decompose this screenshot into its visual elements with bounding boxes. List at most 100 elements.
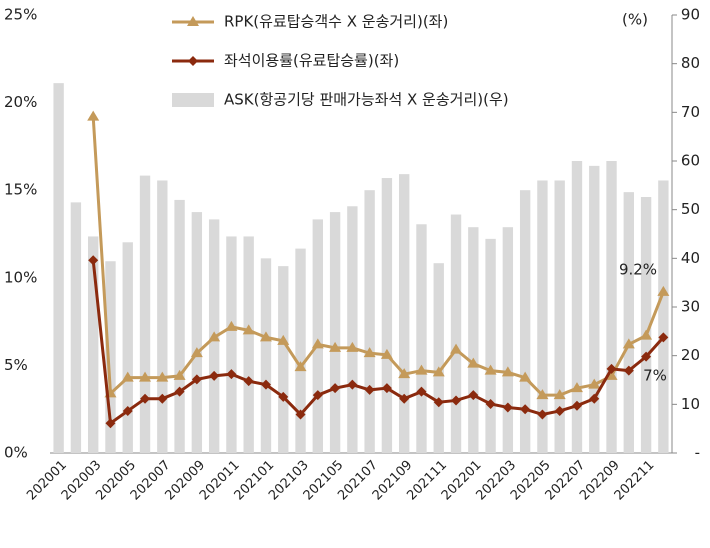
point — [553, 389, 566, 400]
point — [209, 370, 220, 381]
point — [87, 110, 100, 121]
point — [588, 378, 601, 389]
bar — [485, 238, 496, 453]
point — [277, 334, 290, 345]
point — [502, 402, 513, 413]
point — [294, 361, 307, 372]
bar — [105, 261, 116, 453]
y2-tick-label: - — [695, 444, 700, 462]
legend-label: 좌석이용률(유료탑승률)(좌) — [224, 52, 399, 70]
point — [312, 390, 323, 401]
point — [589, 393, 600, 404]
y2-tick-label: 40 — [681, 249, 700, 267]
y2-tick-label: 50 — [681, 200, 700, 218]
point — [606, 363, 617, 374]
point — [432, 366, 445, 377]
legend-label: RPK(유료탑승객수 X 운송거리)(좌) — [224, 13, 448, 31]
point — [226, 369, 237, 380]
bar — [450, 214, 462, 453]
bar — [433, 263, 444, 453]
point — [156, 371, 169, 382]
point — [399, 393, 410, 404]
point — [347, 379, 358, 390]
point — [520, 404, 531, 415]
point — [174, 386, 185, 397]
point — [536, 389, 549, 400]
line — [91, 260, 665, 426]
point — [622, 338, 635, 349]
point — [537, 409, 548, 420]
point — [570, 382, 583, 393]
point — [157, 393, 168, 404]
y2-tick-label: 30 — [681, 298, 700, 316]
bar — [347, 206, 358, 453]
point — [519, 371, 532, 382]
bar — [174, 199, 185, 453]
point — [501, 366, 514, 377]
point — [451, 395, 462, 406]
point — [259, 331, 272, 342]
bar — [243, 236, 254, 453]
point — [450, 343, 463, 354]
bar — [122, 242, 133, 453]
point — [188, 56, 198, 66]
bar — [70, 202, 82, 453]
y2-tick-label: 10 — [681, 395, 700, 413]
point — [311, 338, 324, 349]
point — [105, 418, 116, 429]
bar — [88, 236, 99, 453]
bar — [571, 161, 583, 453]
point — [640, 329, 653, 340]
point — [398, 368, 411, 379]
y-tick-label: 25% — [4, 6, 37, 24]
bar — [519, 190, 531, 453]
point — [485, 398, 496, 409]
point — [88, 255, 99, 266]
legend-swatch — [172, 93, 214, 107]
annotation: 9.2% — [619, 261, 657, 279]
point — [554, 405, 565, 416]
point — [173, 369, 186, 380]
bar — [295, 248, 306, 453]
point — [330, 383, 341, 394]
bar — [658, 180, 669, 453]
point — [278, 391, 289, 402]
point — [641, 351, 652, 362]
bar — [589, 165, 600, 453]
point — [605, 369, 618, 380]
point — [381, 383, 392, 394]
point — [260, 379, 271, 390]
bar — [329, 212, 341, 453]
legend-label: ASK(항공기당 판매가능좌석 X 운송거리)(우) — [224, 91, 509, 109]
bar — [606, 161, 617, 453]
point — [658, 332, 669, 343]
point — [122, 405, 133, 416]
point — [380, 348, 393, 359]
point — [433, 397, 444, 408]
y-tick-label: 20% — [4, 93, 37, 111]
point — [363, 347, 376, 358]
bar — [381, 178, 393, 454]
point — [190, 347, 203, 358]
bar — [364, 190, 375, 453]
bar — [537, 180, 548, 453]
bar — [226, 236, 237, 453]
bar — [554, 180, 565, 453]
bar — [191, 212, 203, 453]
y-tick-label: 15% — [4, 181, 37, 199]
bar — [260, 258, 272, 453]
point — [140, 393, 151, 404]
point — [416, 386, 427, 397]
point — [571, 400, 582, 411]
point — [139, 371, 152, 382]
point — [623, 365, 634, 376]
bar — [53, 83, 64, 453]
point — [415, 364, 428, 375]
y2-tick-label: 70 — [681, 103, 700, 121]
point — [243, 376, 254, 387]
bar — [278, 266, 289, 453]
bar — [139, 175, 151, 453]
y-tick-label: 5% — [4, 356, 28, 374]
y-tick-label: 10% — [4, 268, 37, 286]
